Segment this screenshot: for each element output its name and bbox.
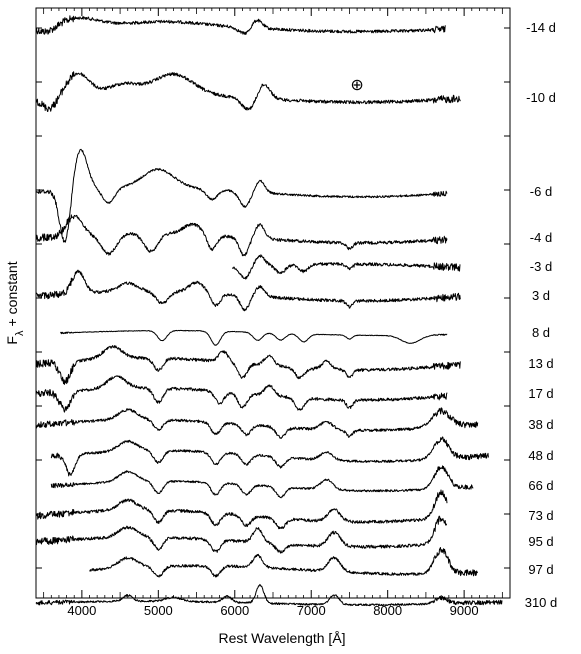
x-tick-labels: 4000 5000 6000 7000 8000 9000 — [67, 603, 478, 618]
spectrum-line-3 — [35, 214, 448, 257]
y-axis-flux-symbol: F — [4, 336, 20, 345]
epoch-label-1: -10 d — [526, 90, 556, 105]
epoch-label-3: -4 d — [530, 230, 552, 245]
epoch-labels: -14 d -10 d -6 d -4 d -3 d 3 d 8 d 13 d 17 d 38 d… — [525, 20, 558, 610]
epoch-label-12: 73 d — [528, 508, 553, 523]
y-axis-lambda-subscript: λ — [14, 330, 26, 336]
spectrum-line-12 — [35, 489, 448, 530]
spectrum-line-5 — [35, 269, 461, 312]
x-tick-label-7000: 7000 — [297, 603, 326, 618]
epoch-label-14: 97 d — [528, 562, 553, 577]
spectrum-line-0 — [35, 15, 446, 35]
epoch-label-6: 8 d — [532, 325, 550, 340]
x-tick-label-4000: 4000 — [67, 603, 96, 618]
epoch-label-2: -6 d — [530, 184, 552, 199]
x-axis-title: Rest Wavelength [Å] — [218, 630, 345, 646]
telluric-marker: ⊕ — [350, 75, 363, 94]
spectrum-line-1 — [35, 71, 461, 112]
axis-ticks — [36, 8, 510, 598]
spectrum-line-8 — [35, 375, 448, 413]
y-axis-constant-text: constant — [4, 261, 20, 314]
epoch-label-7: 13 d — [528, 356, 553, 371]
x-tick-label-5000: 5000 — [144, 603, 173, 618]
epoch-label-0: -14 d — [526, 20, 556, 35]
spectra-series — [35, 15, 503, 607]
epoch-label-15: 310 d — [525, 595, 558, 610]
spectrum-line-13 — [35, 515, 448, 554]
x-tick-label-8000: 8000 — [373, 603, 402, 618]
epoch-label-8: 17 d — [528, 386, 553, 401]
epoch-label-5: 3 d — [532, 288, 550, 303]
y-axis-plus-sign: + — [4, 318, 20, 326]
epoch-label-9: 38 d — [528, 417, 553, 432]
spectrum-line-15 — [35, 583, 503, 607]
spectrum-line-14 — [89, 547, 479, 578]
epoch-label-13: 95 d — [528, 534, 553, 549]
spectrum-line-7 — [35, 345, 461, 385]
spectrum-line-9 — [35, 407, 479, 439]
epoch-label-11: 66 d — [528, 478, 553, 493]
y-axis-title: Fλ + constant — [4, 261, 26, 344]
spectrum-line-11 — [50, 465, 474, 499]
epoch-label-10: 48 d — [528, 448, 553, 463]
spectrum-line-6 — [60, 329, 448, 346]
x-tick-label-9000: 9000 — [450, 603, 479, 618]
spectrum-line-2 — [35, 148, 448, 243]
spectrum-line-4 — [232, 254, 461, 280]
x-tick-label-6000: 6000 — [220, 603, 249, 618]
epoch-label-4: -3 d — [530, 259, 552, 274]
spectrum-line-10 — [50, 436, 489, 477]
